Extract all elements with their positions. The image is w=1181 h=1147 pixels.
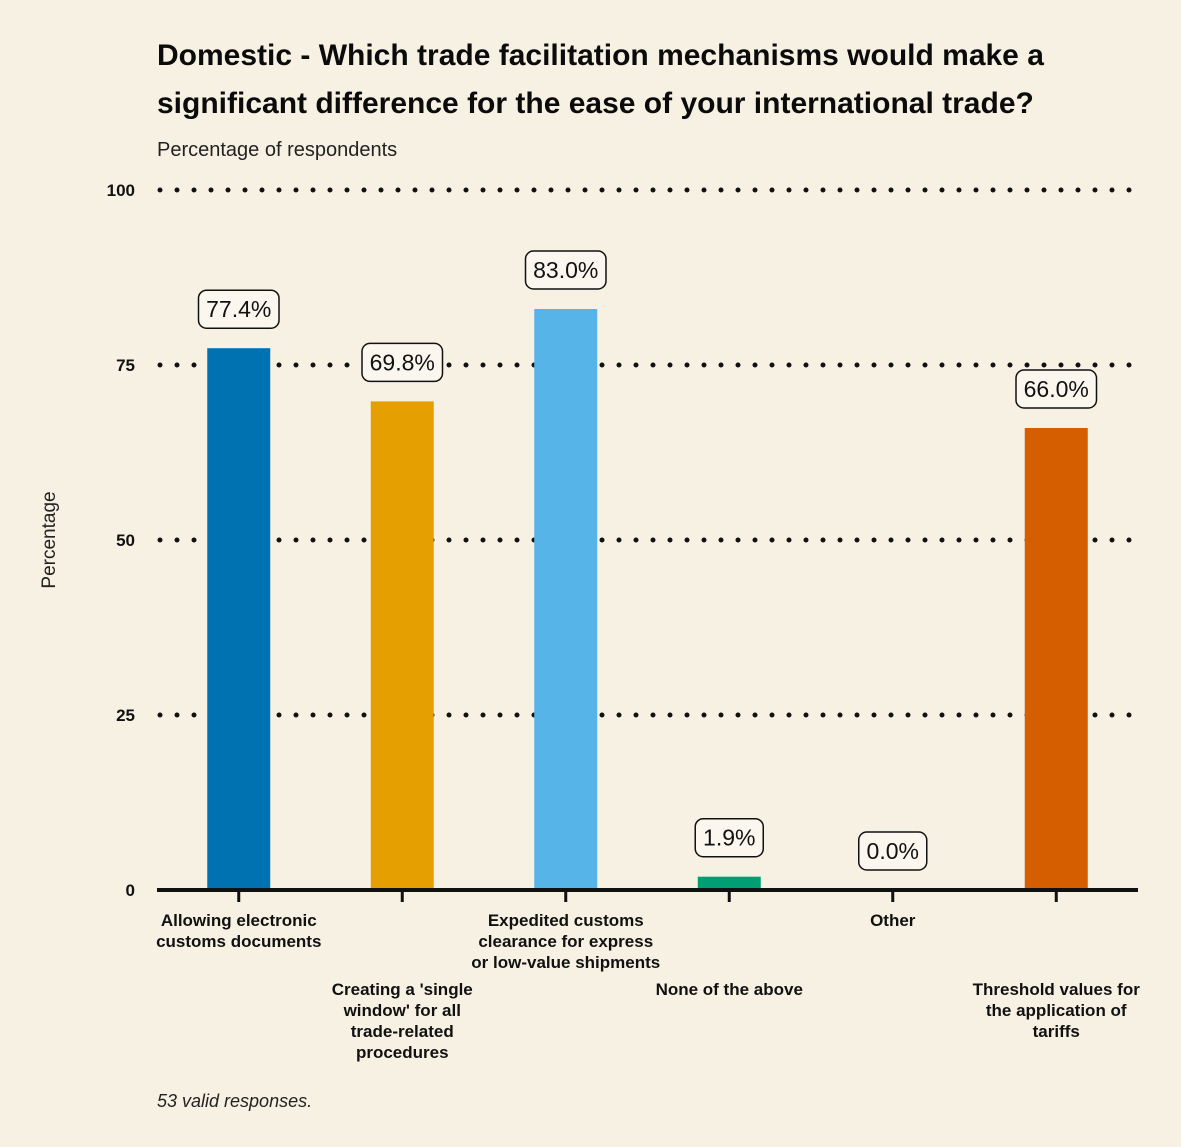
data-label-box <box>361 342 444 383</box>
y-tick-label: 50 <box>116 531 135 550</box>
x-tick-label: Other <box>870 911 916 930</box>
data-label: 0.0% <box>867 838 919 864</box>
chart-title: Domestic - Which trade facilitation mech… <box>157 39 1044 120</box>
bar <box>207 348 271 890</box>
data-label-box <box>694 817 764 858</box>
data-label-box <box>1015 369 1098 409</box>
data-label: 1.9% <box>703 825 755 851</box>
data-label-box <box>197 289 280 329</box>
data-label-box <box>524 250 607 290</box>
chart-caption: 53 valid responses. <box>157 1091 313 1111</box>
data-label: 83.0% <box>533 257 598 283</box>
bar <box>370 401 434 890</box>
x-tick-label: None of the above <box>656 980 803 999</box>
y-tick-label: 100 <box>107 181 135 200</box>
y-tick-label: 75 <box>116 356 135 375</box>
bar <box>534 309 598 890</box>
bar <box>1024 428 1088 890</box>
x-tick-label: Expedited customs clearance for express or… <box>471 911 660 972</box>
chart-subtitle: Percentage of respondents <box>157 139 398 161</box>
data-label: 77.4% <box>206 296 271 322</box>
x-tick-label: Threshold values for the application of ta… <box>973 980 1141 1041</box>
y-tick-label: 25 <box>116 706 135 725</box>
data-label: 66.0% <box>1024 376 1089 402</box>
x-tick-label: Creating a 'single window' for all trade-r… <box>332 980 473 1062</box>
data-label: 69.8% <box>370 349 435 375</box>
data-label-box <box>858 831 928 871</box>
bar <box>697 876 761 890</box>
x-tick-label: Allowing electronic customs documents <box>156 911 321 951</box>
y-tick-label: 0 <box>126 881 135 900</box>
